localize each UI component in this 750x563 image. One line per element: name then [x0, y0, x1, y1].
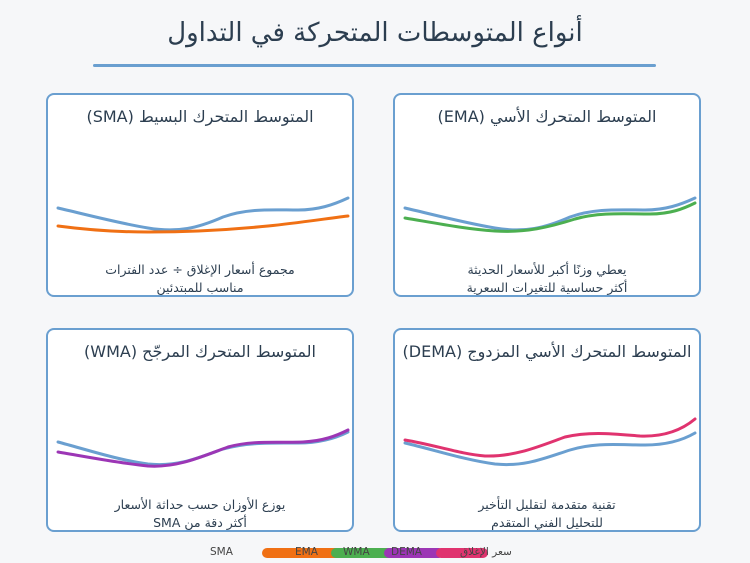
legend-sma-label: SMA — [210, 546, 233, 558]
dema-average-line — [403, 417, 697, 458]
dema-chart — [403, 417, 697, 467]
legend: SMA EMA WMA DEMA سعر الإغلاق — [0, 544, 750, 563]
wma-desc-2: أكثر دقة من SMA — [153, 515, 247, 530]
sma-card: المتوسط المتحرك البسيط (SMA) مجموع أسعار… — [46, 93, 354, 297]
ema-card-title: المتوسط المتحرك الأسي (EMA) — [437, 107, 657, 126]
legend-sma-swatch — [262, 548, 344, 558]
sma-desc-2: مناسب للمبتدئين — [156, 280, 244, 295]
legend-wma-label: WMA — [343, 546, 370, 558]
ema-desc-2: أكثر حساسية للتغيرات السعرية — [466, 280, 628, 295]
ema-average-line — [403, 201, 697, 233]
sma-price-line — [56, 196, 350, 232]
wma-average-line — [56, 428, 350, 468]
wma-card: المتوسط المتحرك المرجّح (WMA) يوزع الأوز… — [46, 328, 354, 532]
dema-card: المتوسط المتحرك الأسي المزدوج (DEMA) تقن… — [393, 328, 701, 532]
sma-average-line — [56, 214, 350, 234]
legend-ema-label: EMA — [295, 546, 318, 558]
wma-card-title: المتوسط المتحرك المرجّح (WMA) — [84, 342, 316, 361]
dema-desc-2: للتحليل الفني المتقدم — [491, 515, 603, 530]
ema-chart — [403, 196, 697, 233]
dema-price-line — [403, 431, 697, 467]
legend-price-label: سعر الإغلاق — [460, 546, 512, 558]
sma-card-title: المتوسط المتحرك البسيط (SMA) — [86, 107, 314, 126]
ema-card: المتوسط المتحرك الأسي (EMA) يعطي وزنًا أ… — [393, 93, 701, 297]
dema-card-title: المتوسط المتحرك الأسي المزدوج (DEMA) — [402, 342, 692, 361]
sma-chart — [56, 196, 350, 234]
page-title: أنواع المتوسطات المتحركة في التداول — [167, 18, 583, 48]
sma-desc-1: مجموع أسعار الإغلاق ÷ عدد الفترات — [105, 262, 295, 277]
ema-desc-1: يعطي وزنًا أكبر للأسعار الحديثة — [467, 262, 627, 277]
legend-ema-swatch — [331, 548, 413, 558]
wma-chart — [56, 428, 350, 468]
legend-wma-swatch — [384, 548, 444, 558]
ema-price-line — [403, 196, 697, 232]
wma-desc-1: يوزع الأوزان حسب حداثة الأسعار — [114, 497, 286, 512]
title-underline — [93, 64, 656, 67]
legend-dema-label: DEMA — [391, 546, 422, 558]
legend-dema-swatch — [436, 548, 488, 558]
dema-desc-1: تقنية متقدمة لتقليل التأخير — [478, 497, 616, 512]
